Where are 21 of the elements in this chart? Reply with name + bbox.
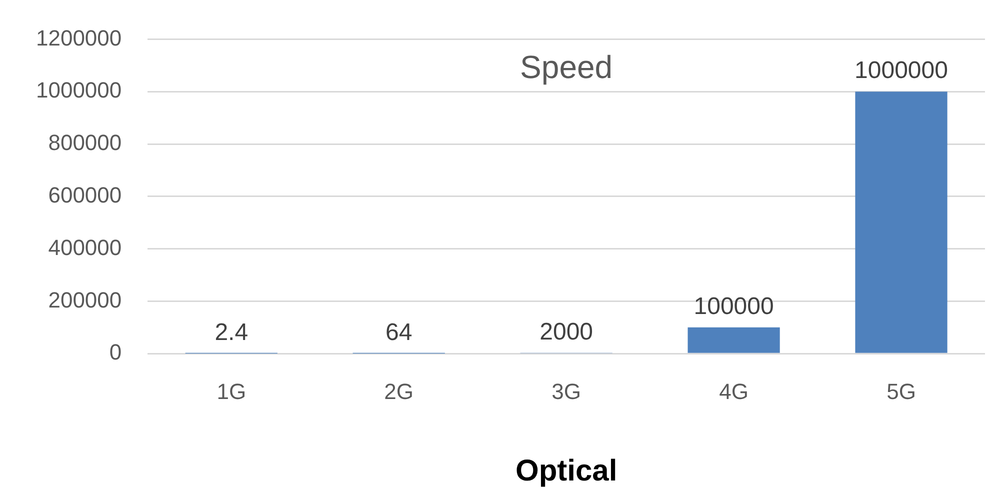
data-label: 100000 (694, 293, 774, 320)
x-tick-label: 3G (552, 378, 582, 404)
y-tick-label: 200000 (48, 287, 122, 312)
data-label: 2000 (540, 318, 594, 346)
data-label: 64 (386, 319, 412, 346)
x-tick-label: 5G (886, 378, 916, 404)
y-tick-label: 600000 (48, 182, 122, 208)
x-tick-label: 2G (384, 378, 414, 404)
y-tick-label: 400000 (48, 234, 122, 260)
x-tick-label: 1G (216, 378, 246, 404)
data-label: 1000000 (854, 57, 948, 84)
x-tick-label: 4G (719, 378, 748, 404)
y-tick-label: 0 (109, 340, 122, 365)
data-label: 2.4 (214, 319, 248, 346)
bar (688, 327, 780, 353)
chart-title: Speed (520, 49, 613, 86)
bar (855, 92, 948, 353)
x-axis-title: Optical (515, 454, 618, 488)
y-tick-label: 800000 (48, 130, 122, 156)
y-tick-label: 1200000 (36, 25, 122, 50)
y-tick-label: 1000000 (36, 78, 122, 103)
